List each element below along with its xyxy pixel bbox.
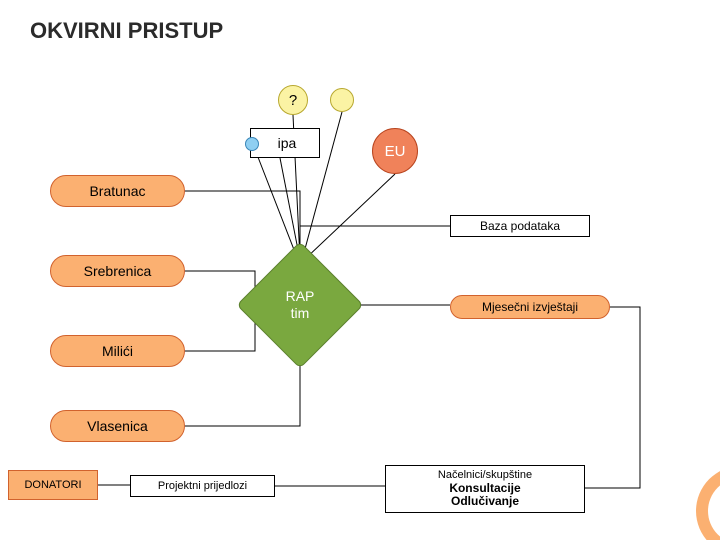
ipa-box: ipa	[250, 128, 320, 158]
rap-diamond: RAPtim	[237, 242, 364, 369]
nacelnici-line3: Odlučivanje	[451, 495, 519, 509]
slide-root: OKVIRNI PRISTUP Bratunac Srebrenica Milići…	[0, 0, 720, 540]
baza-box: Baza podataka	[450, 215, 590, 237]
page-title: OKVIRNI PRISTUP	[30, 18, 223, 44]
small-yellow-circle	[330, 88, 354, 112]
ipa-label: ipa	[278, 135, 297, 151]
projektni-box: Projektni prijedlozi	[130, 475, 275, 497]
municipality-pill: Milići	[50, 335, 185, 367]
mjesecni-pill: Mjesečni izvještaji	[450, 295, 610, 319]
municipality-pill: Bratunac	[50, 175, 185, 207]
nacelnici-line1: Načelnici/skupštine	[438, 469, 532, 482]
ipa-dot-icon	[245, 137, 259, 151]
eu-circle: EU	[372, 128, 418, 174]
nacelnici-line2: Konsultacije	[449, 482, 520, 496]
municipality-pill: Srebrenica	[50, 255, 185, 287]
nacelnici-box: Načelnici/skupštine Konsultacije Odlučiv…	[385, 465, 585, 513]
municipality-pill: Vlasenica	[50, 410, 185, 442]
donatori-box: DONATORI	[8, 470, 98, 500]
question-circle: ?	[278, 85, 308, 115]
rap-label: RAPtim	[286, 288, 315, 322]
